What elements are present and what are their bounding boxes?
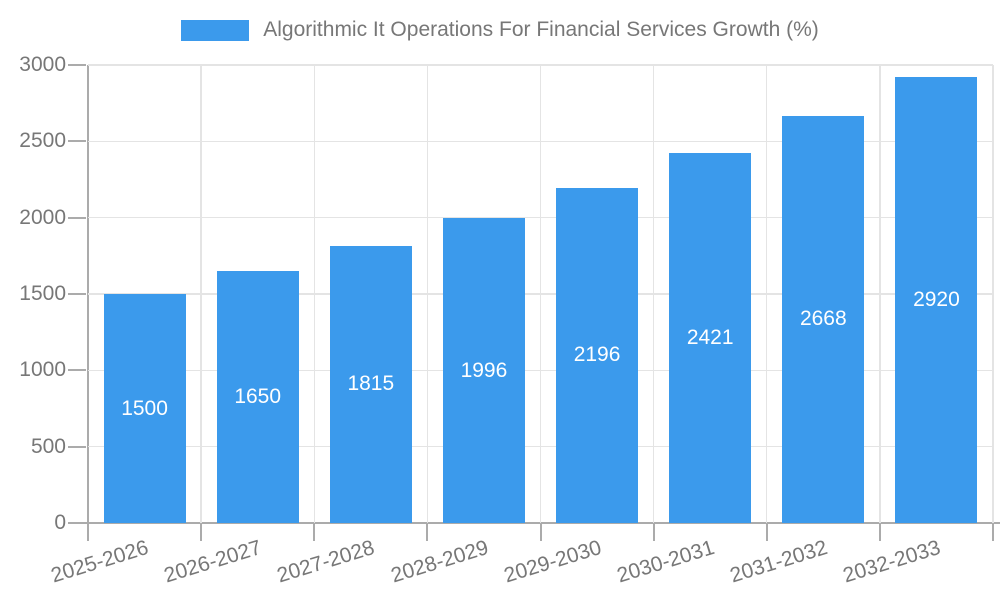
- y-tick-label: 0: [54, 511, 66, 534]
- bar: 1996: [442, 218, 525, 523]
- y-tick-label: 1000: [19, 358, 66, 382]
- legend-label: Algorithmic It Operations For Financial …: [263, 18, 819, 41]
- y-tick-mark: [68, 522, 86, 524]
- v-gridline: [992, 65, 994, 523]
- bar: 2668: [782, 115, 865, 523]
- bar: 1650: [216, 271, 299, 523]
- v-gridline: [539, 65, 542, 523]
- x-tick-mark: [539, 523, 542, 541]
- x-tick-mark: [200, 523, 203, 541]
- x-tick-mark: [652, 523, 655, 541]
- x-tick-label: 2027-2028: [274, 536, 378, 588]
- x-tick-label: 2030-2031: [614, 536, 717, 588]
- bar-value-label: 1996: [460, 358, 508, 382]
- plot-area: 1500 1650 1815 1996 2196 2421 2668 2920: [68, 64, 1000, 541]
- bar-value-label: 1650: [234, 385, 282, 409]
- bar: 2421: [669, 153, 752, 523]
- v-gridline: [879, 65, 881, 523]
- x-tick-label: 2032-2033: [840, 536, 944, 588]
- bar-value-label: 2196: [573, 343, 621, 367]
- x-tick-mark: [878, 523, 881, 541]
- x-tick-mark: [313, 523, 316, 541]
- bar-value-label: 1815: [347, 372, 395, 396]
- x-tick-mark: [87, 523, 89, 541]
- x-tick-mark: [765, 523, 768, 541]
- y-axis-labels: 0 500 1000 1500 2000 2500 3000: [0, 53, 66, 534]
- y-tick-mark: [68, 64, 86, 66]
- v-gridline: [426, 65, 429, 523]
- bar: 1500: [103, 294, 186, 523]
- bar-value-label: 2421: [686, 326, 734, 350]
- legend-swatch: [181, 19, 250, 41]
- x-tick-label: 2026-2027: [161, 536, 265, 588]
- x-tick-label: 2031-2032: [727, 536, 831, 588]
- v-gridline: [313, 65, 315, 523]
- x-tick-mark: [992, 523, 994, 541]
- y-tick-mark: [68, 216, 86, 219]
- x-axis-labels: 2025-2026 2026-2027 2027-2028 2028-2029 2029…: [49, 536, 993, 600]
- v-gridline: [200, 65, 202, 523]
- y-tick-label: 500: [30, 434, 66, 458]
- legend: Algorithmic It Operations For Financial …: [0, 18, 1000, 42]
- bar: 2196: [556, 187, 639, 523]
- v-gridline: [652, 65, 655, 523]
- bar: 1815: [329, 245, 412, 523]
- y-tick-mark: [68, 369, 86, 372]
- bar-value-label: 2920: [913, 288, 960, 312]
- bar: 2920: [895, 77, 978, 523]
- bar-value-label: 1500: [121, 396, 168, 420]
- x-axis-line: [86, 522, 1000, 524]
- y-tick-mark: [68, 445, 86, 448]
- y-tick-mark: [68, 140, 86, 143]
- x-tick-label: 2025-2026: [48, 536, 152, 588]
- bar-value-label: 2668: [799, 307, 847, 331]
- y-tick-label: 3000: [19, 53, 66, 76]
- y-tick-label: 2000: [19, 205, 66, 229]
- x-tick-label: 2028-2029: [387, 536, 491, 588]
- y-tick-label: 1500: [19, 282, 66, 305]
- x-tick-label: 2029-2030: [501, 536, 604, 588]
- v-gridline: [766, 65, 768, 523]
- y-tick-label: 2500: [19, 129, 66, 153]
- x-tick-mark: [426, 523, 429, 541]
- y-tick-mark: [68, 293, 86, 295]
